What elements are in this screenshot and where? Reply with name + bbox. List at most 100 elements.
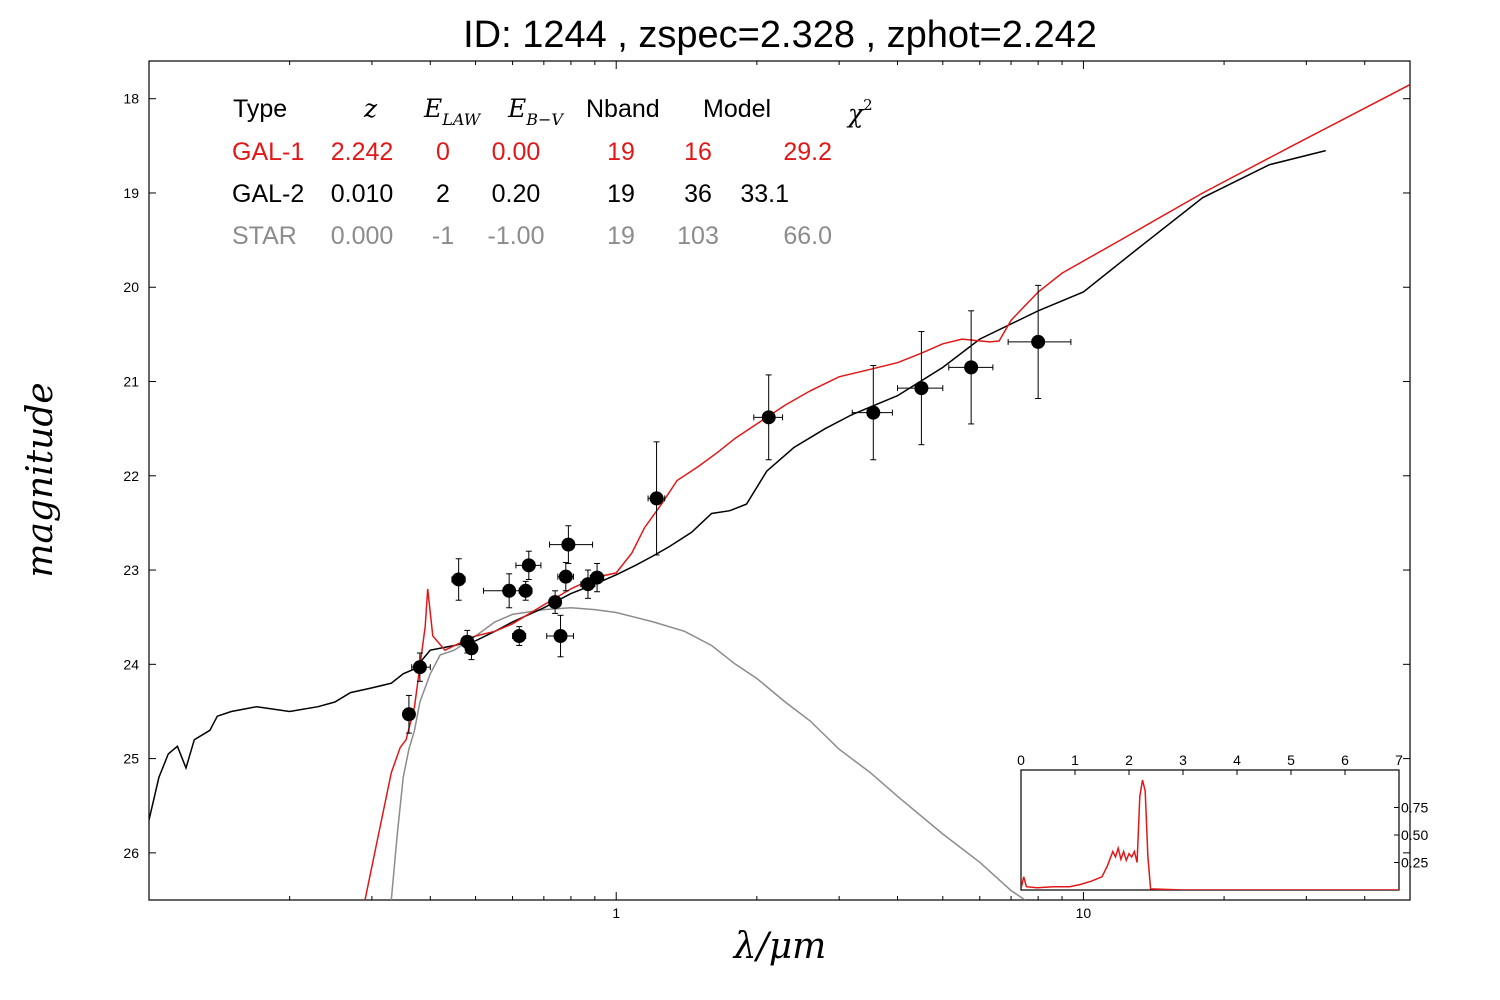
data-point [866, 405, 881, 420]
photometry-point [411, 652, 431, 682]
pdz-line [1021, 779, 1399, 890]
table-cell-ebv: -1.00 [488, 222, 545, 250]
data-point [590, 570, 605, 585]
data-point [502, 583, 517, 598]
x-tick-label: 10 [1076, 905, 1092, 921]
x-tick-label: 1 [612, 905, 620, 921]
photometry-point [451, 558, 466, 601]
table-cell-nband: 19 [607, 138, 635, 166]
photometry-point [548, 590, 563, 614]
table-cell-model: 103 [677, 222, 719, 250]
data-point [518, 583, 533, 598]
photometry-point [557, 562, 574, 592]
table-cell-ebv: 0.00 [492, 138, 541, 166]
x-axis-label: λ/μm [732, 926, 826, 967]
inset-x-tick-label: 4 [1233, 752, 1241, 768]
photometry-point [948, 310, 994, 425]
inset-y-tick-label: 0.75 [1401, 800, 1428, 816]
photometry-point [1007, 284, 1072, 399]
y-tick-label: 25 [123, 751, 139, 767]
fit-table: Type z ELAW EB−V Nband Model χ2 GAL-1 2.2… [232, 94, 873, 250]
y-tick-label: 20 [123, 279, 139, 295]
table-cell-type: STAR [232, 222, 297, 250]
table-cell-chi: 33.1 [740, 180, 789, 208]
table-cell-z: 0.010 [331, 180, 394, 208]
inset-frame [1020, 769, 1400, 891]
header-elaw-sub: LAW [441, 110, 482, 129]
header-z: z [363, 94, 378, 123]
inset-x-tick-label: 1 [1071, 752, 1079, 768]
photometry-point [647, 441, 666, 556]
y-tick-label: 26 [123, 845, 139, 861]
table-cell-elaw: -1 [432, 222, 454, 250]
photometry-point [464, 636, 479, 661]
y-axis-label: magnitude [20, 382, 61, 577]
header-ebv-sub: B−V [525, 110, 564, 129]
data-point [649, 491, 664, 506]
photometry-point [851, 364, 893, 461]
inset-y-tick-label: 0.50 [1401, 827, 1428, 843]
data-point [914, 381, 929, 396]
y-tick-label: 19 [123, 185, 139, 201]
header-type: Type [233, 95, 287, 123]
header-elaw-main: E [423, 94, 442, 123]
plot-frame [148, 60, 1411, 901]
data-point [521, 558, 536, 573]
table-cell-model: 36 [684, 180, 712, 208]
header-ebv-main: E [507, 94, 526, 123]
data-point [558, 569, 573, 584]
series-gal-1-line [364, 83, 1410, 900]
series-gal-2-line [149, 149, 1326, 821]
photometry-point [512, 626, 527, 646]
data-point [561, 537, 576, 552]
table-cell-elaw: 0 [436, 138, 450, 166]
data-point [451, 572, 466, 587]
y-tick-label: 21 [123, 374, 139, 390]
data-point [512, 629, 527, 644]
table-cell-z: 2.242 [331, 138, 394, 166]
inset-x-tick-label: 6 [1341, 752, 1349, 768]
pdz-curve [1021, 779, 1399, 890]
inset-x-tick-label: 2 [1125, 752, 1133, 768]
data-point [761, 410, 776, 425]
inset-axis-ticks: 0 1 2 3 4 5 6 7 0.25 0.50 0.75 [1017, 752, 1428, 871]
y-tick-label: 23 [123, 562, 139, 578]
series-star-line [390, 607, 1026, 900]
data-point [412, 660, 427, 675]
data-point [401, 707, 416, 722]
data-point [464, 641, 479, 656]
table-cell-type: GAL-2 [232, 180, 304, 208]
table-cell-type: GAL-1 [232, 138, 304, 166]
photometry-point [897, 331, 944, 446]
table-cell-z: 0.000 [331, 222, 394, 250]
header-chi2: χ2 [846, 96, 873, 128]
photometry-point [401, 694, 416, 734]
chart-title: ID: 1244 , zspec=2.328 , zphot=2.242 [463, 14, 1097, 56]
header-nband: Nband [586, 95, 660, 123]
fit-table-rows: GAL-1 2.242 0 0.00 19 16 29.2 GAL-2 0.010 2 0.20 19… [232, 138, 832, 250]
inset-x-tick-label: 5 [1287, 752, 1295, 768]
photometry-point [518, 580, 533, 601]
data-point [553, 629, 568, 644]
photometry-point [753, 374, 784, 461]
header-elaw: ELAW [423, 94, 482, 129]
y-tick-label: 24 [123, 656, 139, 672]
table-cell-elaw: 2 [436, 180, 450, 208]
photometry-point [515, 550, 542, 580]
header-chi-sup: 2 [863, 96, 873, 114]
table-cell-model: 16 [684, 138, 712, 166]
model-curves [149, 83, 1410, 900]
table-cell-chi: 66.0 [783, 222, 832, 250]
photometry-points [401, 284, 1072, 734]
photometry-point [546, 614, 574, 658]
inset-y-tick-label: 0.25 [1401, 855, 1428, 871]
data-point [964, 360, 979, 375]
data-point [548, 595, 563, 610]
inset-x-tick-label: 0 [1017, 752, 1025, 768]
inset-x-tick-label: 7 [1395, 752, 1403, 768]
data-point [1031, 334, 1046, 349]
table-cell-nband: 19 [607, 180, 635, 208]
header-ebv: EB−V [507, 94, 564, 129]
